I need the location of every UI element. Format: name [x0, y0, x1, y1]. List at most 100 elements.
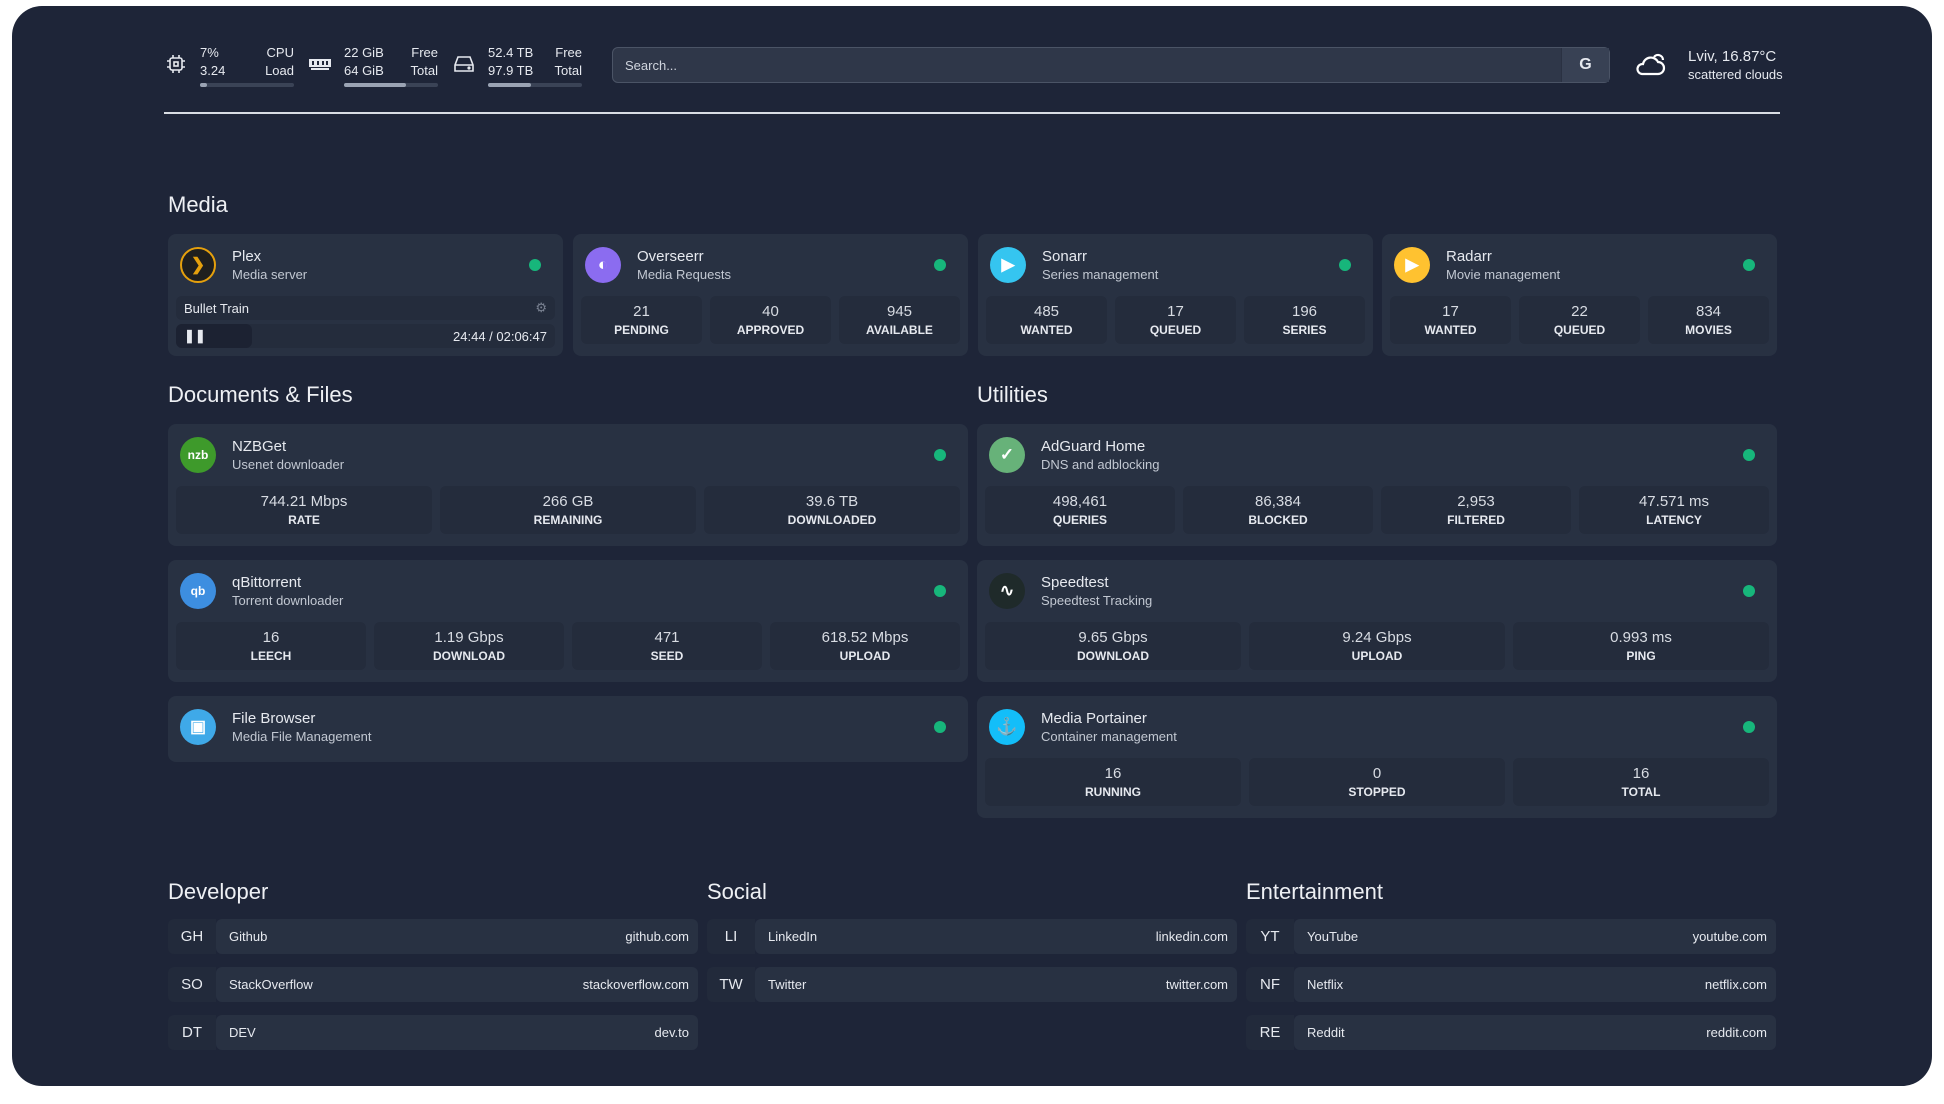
stats-row: 744.21 Mbps RATE 266 GB REMAINING 39.6 TB DOW… — [176, 486, 960, 534]
service-card-adguard-home[interactable]: ✓ AdGuard Home DNS and adblocking 498,461 QU… — [977, 424, 1777, 546]
sonarr-icon: ▶ — [990, 247, 1026, 283]
stats-row: 9.65 Gbps DOWNLOAD 9.24 Gbps UPLOAD 0.993 ms… — [985, 622, 1769, 670]
service-card-file-browser[interactable]: ▣ File Browser Media File Management — [168, 696, 968, 762]
stat-value: 22 — [1571, 303, 1588, 320]
service-card-sonarr[interactable]: ▶ Sonarr Series management 485 WANTED 17 QUEUE… — [978, 234, 1373, 356]
section-social: Social — [707, 879, 767, 904]
status-dot — [1339, 259, 1351, 271]
overseerr-icon: ◐ — [585, 247, 621, 283]
bookmarks-developer: GH Github github.com SO StackOverflow stackov… — [168, 919, 698, 1050]
bookmark-stackoverflow[interactable]: SO StackOverflow stackoverflow.com — [168, 967, 698, 1002]
bookmark-name: Twitter — [768, 977, 807, 992]
free-label: Free — [411, 44, 438, 60]
service-name: NZBGet — [232, 438, 287, 455]
stat-value: 196 — [1291, 303, 1318, 320]
stat-label: DOWNLOADED — [787, 513, 877, 527]
service-name: Speedtest — [1041, 574, 1109, 591]
load-label: Load — [265, 62, 294, 78]
bookmark-abbr: NF — [1246, 967, 1294, 1002]
bookmark-url: reddit.com — [1706, 1025, 1767, 1040]
weather-location: Lviv, 16.87°C — [1688, 48, 1777, 65]
stat-leech: 16 LEECH — [176, 622, 366, 670]
bookmark-github[interactable]: GH Github github.com — [168, 919, 698, 954]
bookmark-url: netflix.com — [1704, 977, 1767, 992]
stat-queued: 17 QUEUED — [1115, 296, 1236, 344]
stat-value: 9.24 Gbps — [1342, 629, 1412, 646]
stat-value: 9.65 Gbps — [1078, 629, 1148, 646]
service-card-overseerr[interactable]: ◐ Overseerr Media Requests 21 PENDING 40 APPRO… — [573, 234, 968, 356]
stat-value: 266 GB — [542, 493, 594, 510]
stat-wanted: 485 WANTED — [986, 296, 1107, 344]
service-card-speedtest[interactable]: ∿ Speedtest Speedtest Tracking 9.65 Gbps DOW… — [977, 560, 1777, 682]
bookmark-url: twitter.com — [1165, 977, 1228, 992]
bookmark-dev[interactable]: DT DEV dev.to — [168, 1015, 698, 1050]
service-description: Usenet downloader — [232, 457, 345, 472]
stat-label: BLOCKED — [1248, 513, 1308, 527]
stat-label: MOVIES — [1685, 323, 1732, 337]
service-name: Media Portainer — [1041, 710, 1147, 727]
stat-value: 498,461 — [1052, 493, 1108, 510]
stat-label: WANTED — [1020, 323, 1073, 337]
cpu-label: CPU — [266, 44, 294, 60]
bookmark-reddit[interactable]: RE Reddit reddit.com — [1246, 1015, 1776, 1050]
stat-label: AVAILABLE — [866, 323, 933, 337]
nzbget-icon: nzb — [180, 437, 216, 473]
stat-total: 16 TOTAL — [1513, 758, 1769, 806]
stat-blocked: 86,384 BLOCKED — [1183, 486, 1373, 534]
bookmark-name: StackOverflow — [229, 977, 313, 992]
divider — [164, 112, 1780, 114]
bookmark-abbr: RE — [1246, 1015, 1294, 1050]
cpu-widget: 7% CPU 3.24 Load — [164, 44, 294, 87]
stat-stopped: 0 STOPPED — [1249, 758, 1505, 806]
stat-label: LEECH — [250, 649, 292, 663]
service-card-qbittorrent[interactable]: qb qBittorrent Torrent downloader 16 LEECH 1.… — [168, 560, 968, 682]
stat-value: 39.6 TB — [805, 493, 859, 510]
bookmark-abbr: GH — [168, 919, 216, 954]
service-card-media-portainer[interactable]: ⚓ Media Portainer Container management 16 RU… — [977, 696, 1777, 818]
stat-label: FILTERED — [1447, 513, 1505, 527]
stats-row: 21 PENDING 40 APPROVED 945 AVAILABLE — [581, 296, 960, 344]
stat-value: 21 — [633, 303, 650, 320]
cpu-bar — [200, 82, 294, 87]
bookmark-abbr: DT — [168, 1015, 216, 1050]
stat-value: 16 — [1104, 765, 1122, 782]
bookmark-netflix[interactable]: NF Netflix netflix.com — [1246, 967, 1776, 1002]
file-browser-icon: ▣ — [180, 709, 216, 745]
stat-value: 471 — [654, 629, 680, 646]
now-playing-title: Bullet Train — [184, 300, 250, 316]
bookmark-youtube[interactable]: YT YouTube youtube.com — [1246, 919, 1776, 954]
bookmark-linkedin[interactable]: LI LinkedIn linkedin.com — [707, 919, 1237, 954]
bookmark-name: Netflix — [1307, 977, 1344, 992]
service-card-nzbget[interactable]: nzb NZBGet Usenet downloader 744.21 Mbps RAT… — [168, 424, 968, 546]
pause-icon[interactable]: ❚❚ — [184, 328, 206, 343]
cpu-icon — [164, 52, 188, 76]
stat-value: 86,384 — [1255, 493, 1301, 510]
service-card-radarr[interactable]: ▶ Radarr Movie management 17 WANTED 22 QUEUED 8… — [1382, 234, 1777, 356]
stat-value: 47.571 ms — [1638, 493, 1710, 510]
search-input[interactable] — [613, 57, 1561, 73]
disk-widget: 52.4 TB Free 97.9 TB Total — [452, 44, 582, 87]
status-dot — [934, 259, 946, 271]
service-card-plex[interactable]: ❯ Plex Media server Bullet Train ⚙ ❚❚ 24:4… — [168, 234, 563, 356]
stat-label: TOTAL — [1621, 785, 1661, 799]
status-dot — [1743, 259, 1755, 271]
bookmark-url: linkedin.com — [1155, 929, 1228, 944]
memory-icon — [308, 52, 332, 76]
stat-label: STOPPED — [1348, 785, 1406, 799]
search-engine-button[interactable]: G — [1561, 48, 1609, 82]
stat-value: 2,953 — [1457, 493, 1495, 510]
total-label: Total — [554, 62, 582, 78]
service-description: Speedtest Tracking — [1041, 593, 1153, 608]
playback-time: 24:44 / 02:06:47 — [453, 328, 547, 344]
stat-value: 0.993 ms — [1610, 629, 1672, 646]
stat-value: 834 — [1695, 303, 1722, 320]
stat-download: 9.65 Gbps DOWNLOAD — [985, 622, 1241, 670]
adguard-icon: ✓ — [989, 437, 1025, 473]
service-description: Torrent downloader — [232, 593, 344, 608]
bookmarks-entertainment: YT YouTube youtube.com NF Netflix netflix.com… — [1246, 919, 1776, 1050]
playback-bar: ❚❚ 24:44 / 02:06:47 — [176, 324, 555, 348]
stat-queries: 498,461 QUERIES — [985, 486, 1175, 534]
service-name: File Browser — [232, 710, 316, 727]
bookmark-twitter[interactable]: TW Twitter twitter.com — [707, 967, 1237, 1002]
stat-value: 945 — [886, 303, 913, 320]
